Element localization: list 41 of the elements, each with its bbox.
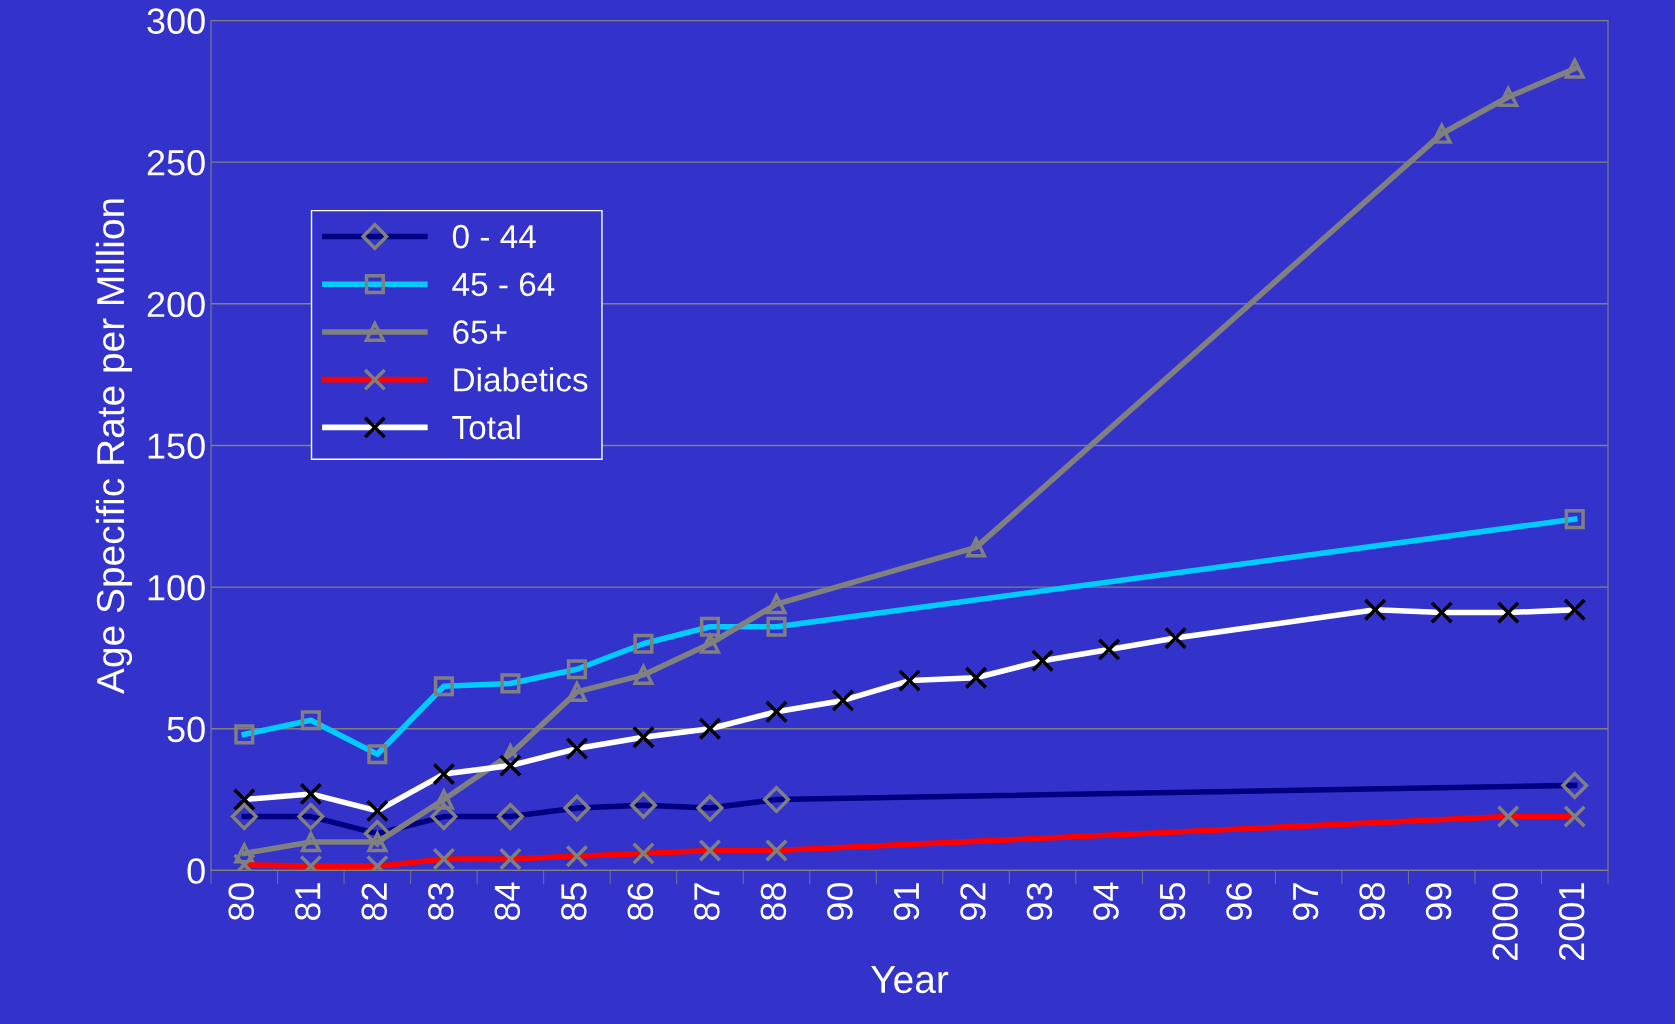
x-tick-label: 81 (294, 883, 321, 921)
x-tick-label: 82 (361, 883, 388, 921)
point (300, 832, 321, 853)
legend-label: 65+ (453, 320, 507, 344)
y-tick-label: 50 (167, 716, 205, 743)
x-tick-label: 97 (1292, 883, 1319, 920)
point (1498, 86, 1519, 108)
x-tick-label: 95 (1159, 883, 1186, 920)
x-tick-label: 88 (760, 883, 787, 921)
x-tick-label: 90 (827, 882, 853, 920)
y-tick-label: 300 (147, 8, 205, 34)
x-axis-title: Year (871, 966, 949, 994)
x-tick-label: 2001 (1558, 883, 1585, 961)
legend-label: Diabetics (454, 367, 588, 392)
x-tick-label: 92 (960, 883, 986, 920)
y-tick-label: 250 (147, 150, 205, 176)
point (766, 594, 787, 615)
point (633, 664, 654, 685)
y-tick-label: 0 (187, 858, 205, 884)
y-tick-label: 150 (148, 433, 205, 459)
legend-label: 0 - 44 (452, 224, 536, 249)
x-tick-label: 2000 (1492, 882, 1518, 961)
legend-label: Total (452, 414, 520, 440)
x-tick-label: 96 (1226, 883, 1252, 920)
legend-label: 45 - 64 (452, 272, 555, 297)
y-axis-title: Age Specific Rate per Million (95, 199, 133, 694)
x-tick-label: 99 (1425, 883, 1452, 920)
y-tick-label: 200 (147, 291, 205, 318)
x-tick-label: 91 (893, 883, 920, 920)
x-tick-label: 84 (494, 882, 521, 921)
x-tick-label: 86 (627, 883, 654, 921)
x-tick-label: 93 (1026, 883, 1053, 920)
y-tick-label: 100 (148, 574, 205, 601)
x-tick-label: 83 (428, 883, 454, 921)
x-tick-label: 87 (694, 883, 720, 921)
x-tick-label: 80 (228, 882, 254, 921)
point (1563, 56, 1586, 79)
x-tick-label: 98 (1359, 883, 1385, 920)
x-tick-label: 85 (561, 883, 587, 921)
point (965, 537, 987, 558)
x-tick-label: 94 (1093, 882, 1119, 920)
